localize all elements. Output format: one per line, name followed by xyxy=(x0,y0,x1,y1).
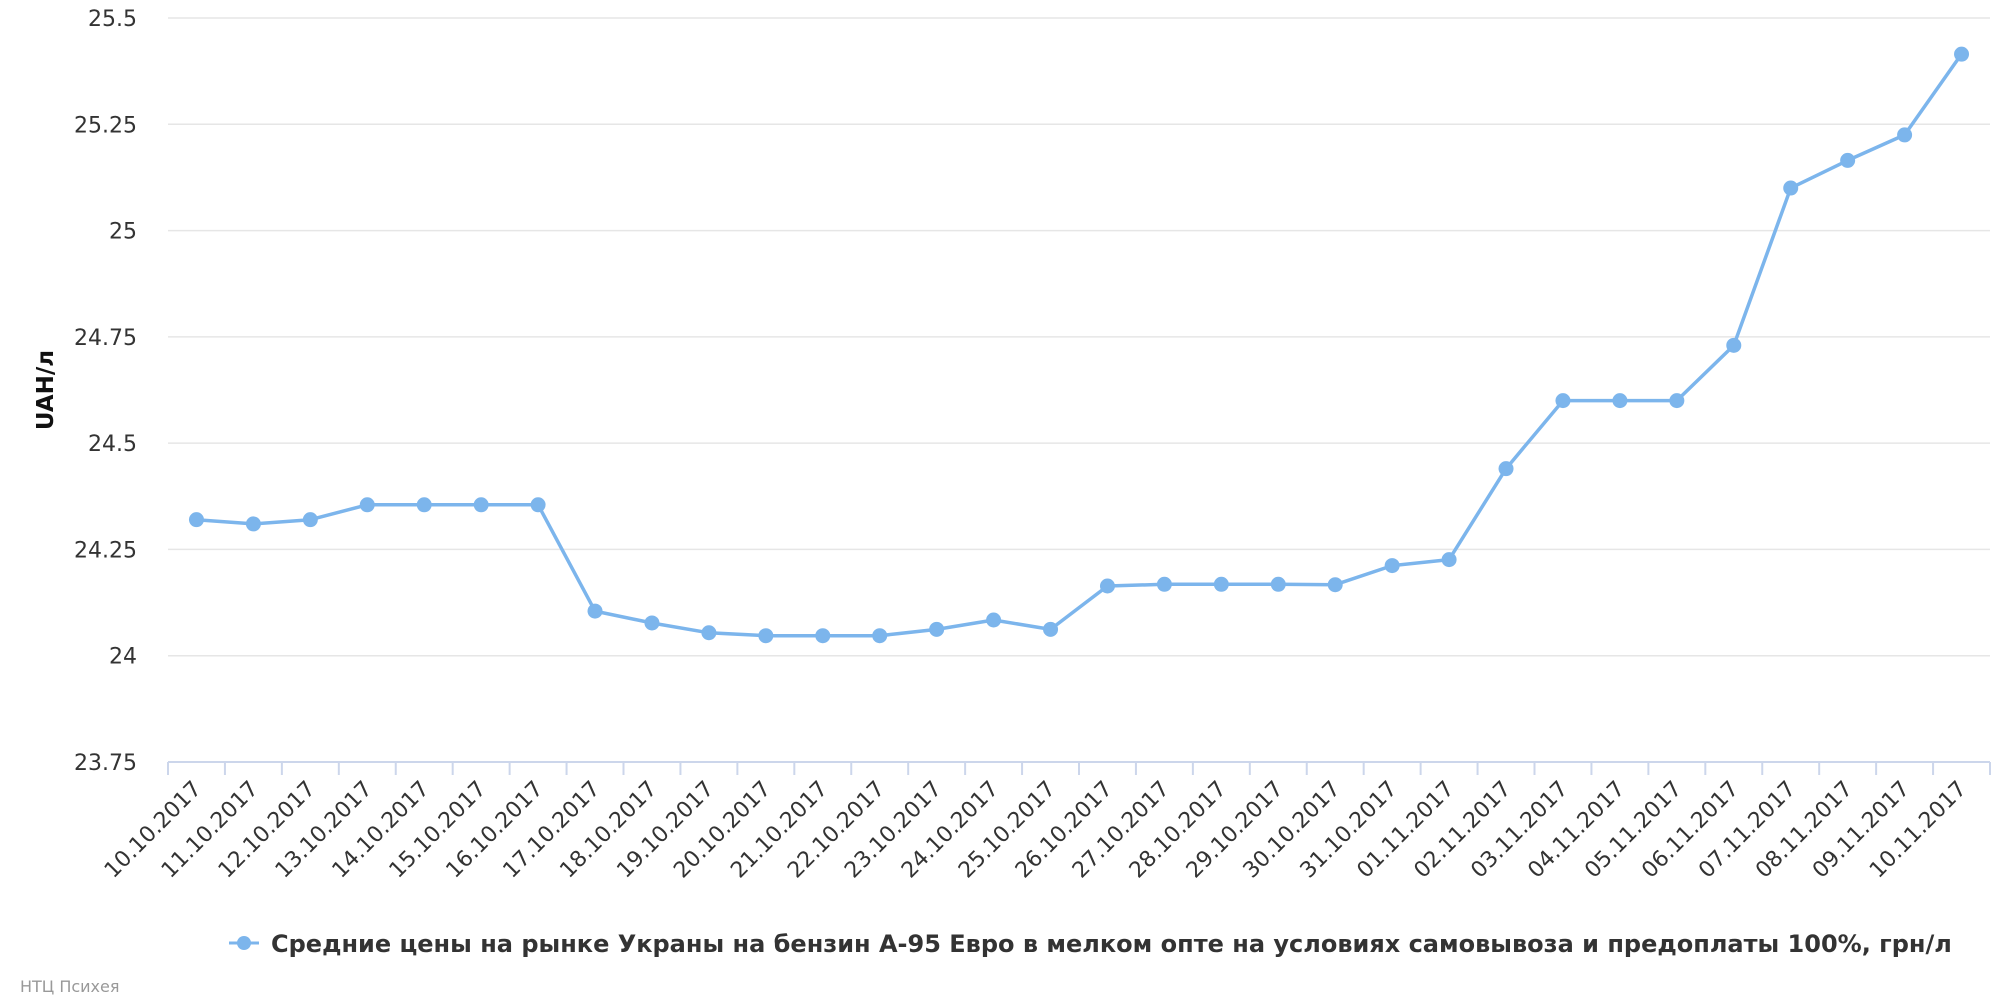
data-point[interactable] xyxy=(416,497,432,513)
data-point[interactable] xyxy=(1726,337,1742,353)
data-point[interactable] xyxy=(1840,152,1856,168)
data-point[interactable] xyxy=(758,628,774,644)
data-point[interactable] xyxy=(1897,127,1913,143)
data-point[interactable] xyxy=(1156,576,1172,592)
credit-label: НТЦ Психея xyxy=(20,977,119,996)
data-point[interactable] xyxy=(986,612,1002,628)
data-point[interactable] xyxy=(929,621,945,637)
series-layer xyxy=(188,46,1970,644)
data-point[interactable] xyxy=(1384,558,1400,574)
data-point[interactable] xyxy=(1213,576,1229,592)
y-tick-label: 23.75 xyxy=(74,751,137,776)
y-tick-label: 24 xyxy=(109,645,137,670)
data-point[interactable] xyxy=(1954,46,1970,62)
data-point[interactable] xyxy=(1783,180,1799,196)
data-point[interactable] xyxy=(701,625,717,641)
data-point[interactable] xyxy=(245,516,261,532)
y-axis-ticks: 23.75 24 24.25 24.5 24.75 25 25.25 25.5 xyxy=(74,7,137,776)
data-point[interactable] xyxy=(1555,393,1571,409)
y-tick-label: 25 xyxy=(109,220,137,245)
y-tick-label: 25.25 xyxy=(74,113,137,138)
data-point[interactable] xyxy=(1270,576,1286,592)
grid-lines xyxy=(168,17,1990,657)
y-tick-label: 25.5 xyxy=(88,7,137,32)
y-tick-label: 24.25 xyxy=(74,538,137,563)
data-point[interactable] xyxy=(1669,393,1685,409)
y-axis-title: UAH/л xyxy=(33,350,59,430)
data-point[interactable] xyxy=(1498,461,1514,477)
data-point[interactable] xyxy=(1441,552,1457,568)
data-point[interactable] xyxy=(1099,578,1115,594)
data-point[interactable] xyxy=(644,615,660,631)
data-point[interactable] xyxy=(815,628,831,644)
data-point[interactable] xyxy=(359,497,375,513)
data-point[interactable] xyxy=(473,497,489,513)
data-point[interactable] xyxy=(872,628,888,644)
data-point[interactable] xyxy=(1043,621,1059,637)
series-line xyxy=(196,53,1963,638)
data-point[interactable] xyxy=(587,603,603,619)
x-tick-label: 10.10.2017 xyxy=(100,777,207,884)
legend-label: Средние цены на рынке Украны на бензин А… xyxy=(271,930,1952,958)
y-tick-label: 24.75 xyxy=(74,326,137,351)
data-point[interactable] xyxy=(188,512,204,528)
legend[interactable]: Средние цены на рынке Украны на бензин А… xyxy=(229,930,1952,958)
y-tick-label: 24.5 xyxy=(88,432,137,457)
data-point[interactable] xyxy=(302,512,318,528)
data-point[interactable] xyxy=(1327,577,1343,593)
legend-marker-swatch xyxy=(237,936,251,950)
data-point[interactable] xyxy=(530,497,546,513)
data-point[interactable] xyxy=(1612,393,1628,409)
x-axis: 10.10.201711.10.201712.10.201713.10.2017… xyxy=(100,761,1991,884)
